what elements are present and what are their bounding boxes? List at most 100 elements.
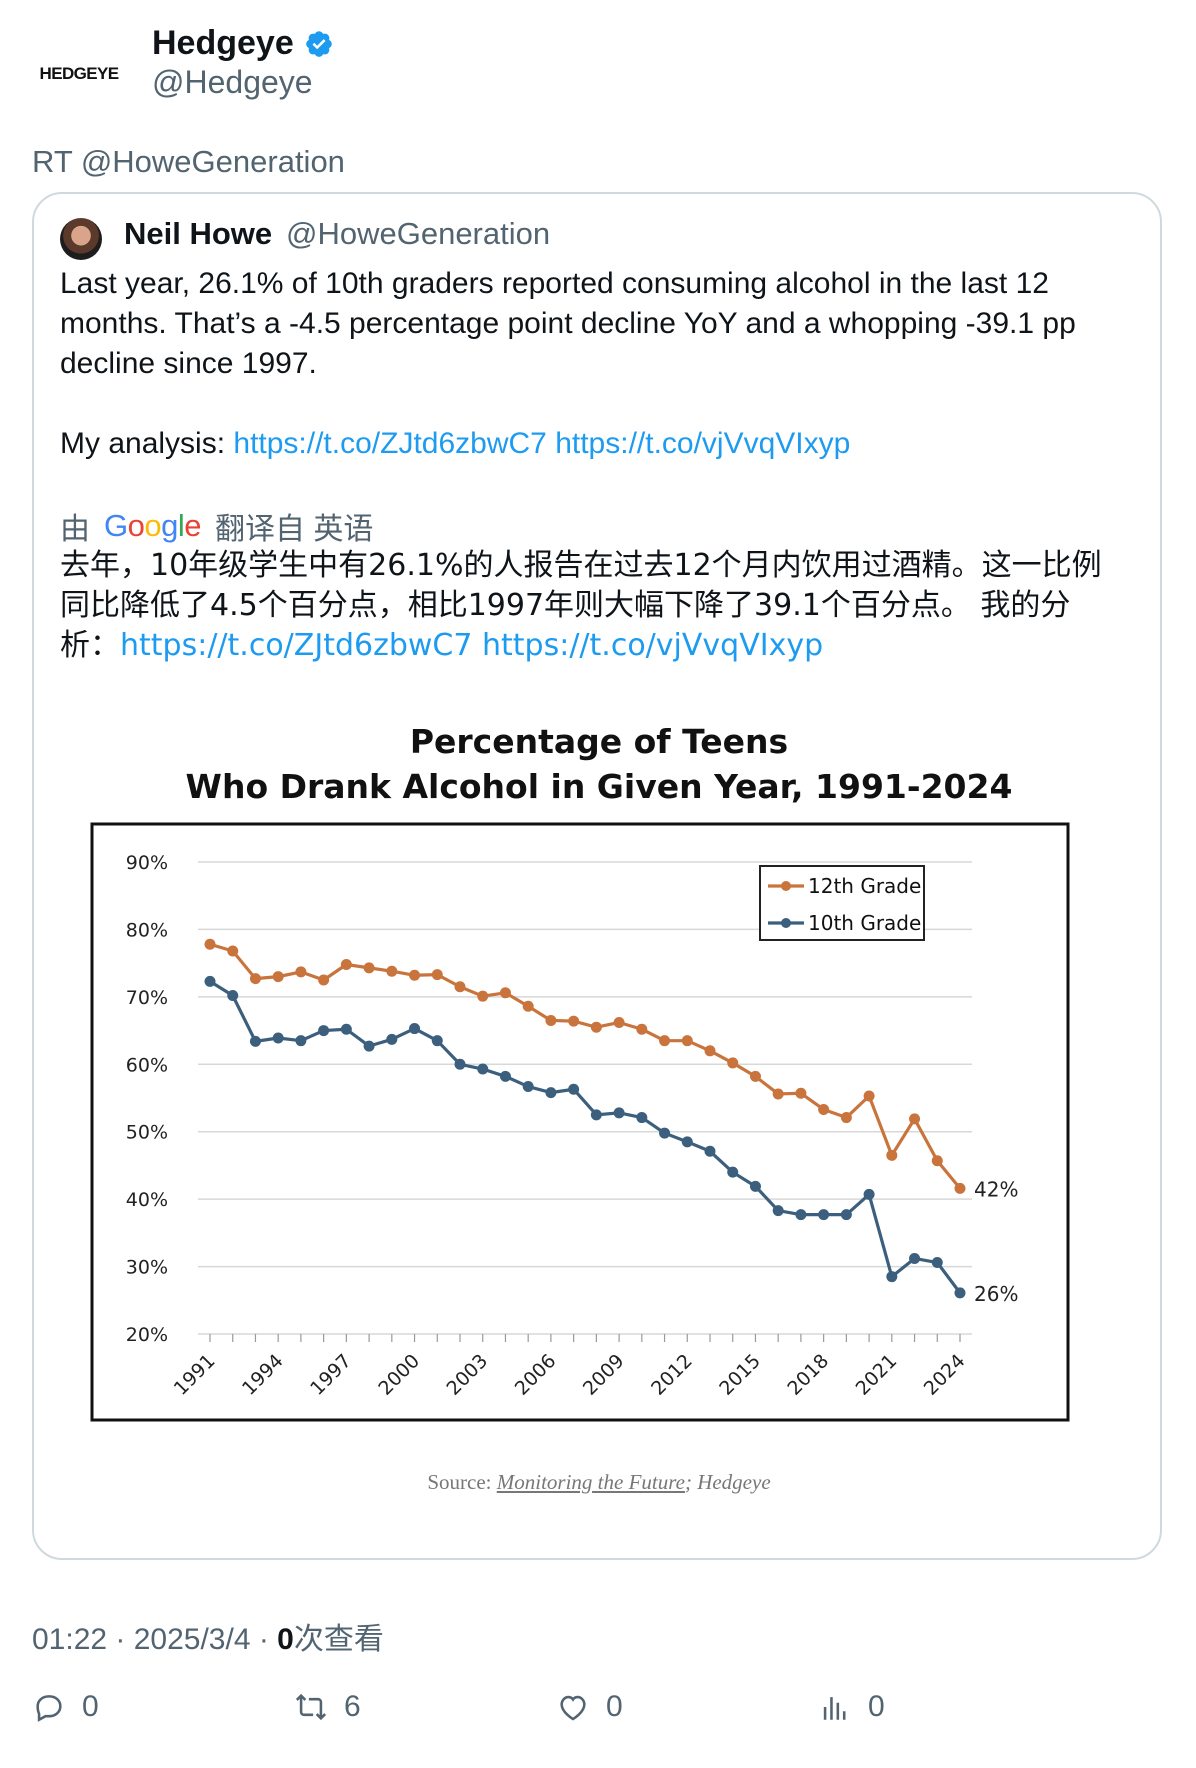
data-point-0	[863, 1090, 875, 1102]
data-point-1	[681, 1136, 693, 1148]
data-point-1	[636, 1112, 648, 1124]
data-point-0	[363, 962, 375, 974]
data-point-0	[727, 1057, 739, 1069]
data-point-0	[659, 1035, 671, 1047]
data-point-1	[568, 1083, 580, 1095]
data-point-0	[454, 981, 466, 993]
author-name-text: Hedgeye	[152, 24, 294, 62]
data-point-1	[227, 990, 239, 1002]
data-point-0	[772, 1088, 784, 1100]
data-point-0	[840, 1112, 852, 1124]
data-point-1	[909, 1252, 921, 1264]
y-tick-label: 80%	[126, 919, 168, 941]
google-logo: Google	[104, 508, 202, 543]
end-value-label: 42%	[974, 1177, 1018, 1201]
hedgeye-avatar[interactable]: HEDGEYE	[24, 44, 134, 104]
quoted-avatar[interactable]	[60, 218, 102, 260]
legend-label: 12th Grade	[808, 874, 921, 898]
data-point-0	[818, 1103, 830, 1115]
translation-attribution: 由 Google 翻译自 英语	[60, 504, 373, 548]
views-number: 0	[277, 1623, 294, 1656]
retweet-button[interactable]: 6	[294, 1690, 361, 1724]
data-point-0	[204, 938, 216, 950]
data-point-0	[795, 1087, 807, 1099]
data-point-0	[545, 1014, 557, 1026]
data-point-1	[249, 1035, 261, 1047]
analysis-label: My analysis:	[60, 427, 234, 460]
data-point-0	[249, 973, 261, 985]
data-point-0	[522, 1000, 534, 1012]
data-point-1	[840, 1209, 852, 1221]
link-2[interactable]: https://t.co/vjVvqVIxyp	[555, 427, 851, 460]
data-point-0	[227, 945, 239, 957]
views-count: 0	[868, 1690, 885, 1723]
quoted-tweet-card[interactable]: Neil Howe @HoweGeneration Last year, 26.…	[32, 192, 1162, 1560]
author-name[interactable]: Hedgeye	[152, 24, 334, 63]
author-handle[interactable]: @Hedgeye	[152, 64, 313, 100]
y-tick-label: 50%	[126, 1122, 168, 1144]
translate-suffix: 翻译自 英语	[215, 513, 374, 546]
data-point-1	[318, 1025, 330, 1037]
data-point-0	[636, 1023, 648, 1035]
translated-link-2[interactable]: https://t.co/vjVvqVIxyp	[482, 628, 824, 663]
series-line-1	[209, 979, 962, 1294]
action-bar: 0 6 0 0	[32, 1690, 1162, 1730]
series-line-0	[209, 942, 962, 1190]
data-point-0	[272, 971, 284, 983]
views-button[interactable]: 0	[818, 1690, 885, 1724]
like-button[interactable]: 0	[556, 1690, 623, 1724]
data-point-0	[340, 958, 352, 970]
data-point-1	[749, 1180, 761, 1192]
legend-swatch-dot	[781, 881, 791, 891]
heart-icon	[560, 1695, 586, 1721]
source-suffix: ; Hedgeye	[684, 1470, 771, 1494]
data-point-1	[931, 1257, 943, 1269]
data-point-1	[272, 1032, 284, 1044]
data-point-0	[909, 1113, 921, 1125]
y-tick-label: 20%	[126, 1324, 168, 1346]
avatar-logo-text: HEDGEYE	[39, 64, 120, 83]
quoted-text-paragraph: Last year, 26.1% of 10th graders reporte…	[60, 267, 1076, 380]
source-link[interactable]: Monitoring the Future	[496, 1470, 685, 1494]
data-point-0	[386, 965, 398, 977]
data-point-1	[545, 1087, 557, 1099]
quoted-author-handle[interactable]: @HoweGeneration	[286, 216, 551, 251]
views-label: 次查看	[293, 1623, 384, 1656]
data-point-1	[522, 1081, 534, 1093]
data-point-1	[386, 1033, 398, 1045]
data-point-0	[409, 969, 421, 981]
source-prefix: Source:	[427, 1470, 497, 1494]
data-point-1	[477, 1063, 489, 1075]
data-point-1	[727, 1166, 739, 1178]
data-point-0	[295, 966, 307, 978]
translate-prefix: 由	[60, 513, 90, 546]
translated-link-1[interactable]: https://t.co/ZJtd6zbwC7	[120, 628, 473, 663]
link-1[interactable]: https://t.co/ZJtd6zbwC7	[233, 427, 547, 460]
data-point-0	[477, 990, 489, 1002]
reply-icon	[36, 1695, 62, 1722]
data-point-1	[340, 1023, 352, 1035]
reply-button[interactable]: 0	[32, 1690, 99, 1724]
y-tick-label: 70%	[126, 987, 168, 1009]
data-point-0	[499, 987, 511, 999]
data-point-0	[749, 1070, 761, 1082]
data-point-0	[568, 1015, 580, 1027]
translated-body: 去年，10年级学生中有26.1%的人报告在过去12个月内饮用过酒精。这一比例同比…	[60, 548, 1102, 663]
data-point-0	[931, 1155, 943, 1167]
y-tick-label: 40%	[126, 1189, 168, 1211]
retweet-count: 6	[344, 1690, 361, 1723]
data-point-1	[613, 1107, 625, 1119]
data-point-1	[431, 1035, 443, 1047]
chart-source: Source: Monitoring the Future; Hedgeye	[34, 1470, 1164, 1495]
end-value-label: 26%	[974, 1282, 1018, 1306]
tweet-timestamp[interactable]: 01:22 · 2025/3/4 ·	[32, 1623, 278, 1656]
translated-text: 去年，10年级学生中有26.1%的人报告在过去12个月内饮用过酒精。这一比例同比…	[60, 546, 1130, 666]
data-point-1	[409, 1023, 421, 1035]
data-point-0	[318, 974, 330, 986]
quoted-author-name[interactable]: Neil Howe	[124, 216, 273, 251]
chart-title-line-1: Percentage of Teens	[409, 722, 789, 761]
data-point-1	[704, 1145, 716, 1157]
data-point-1	[659, 1127, 671, 1139]
data-point-0	[590, 1021, 602, 1033]
data-point-1	[795, 1209, 807, 1221]
